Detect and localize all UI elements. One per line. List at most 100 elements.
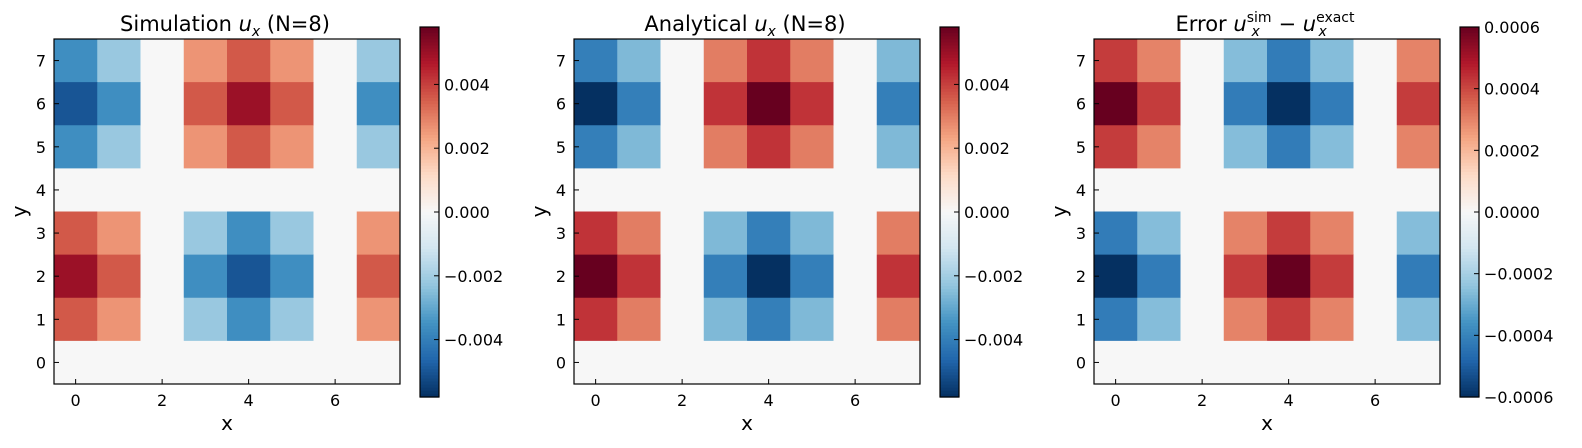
heatmap-cell [1353,340,1398,385]
heatmap-cell [660,39,705,83]
colorbar-step [940,310,959,315]
colorbar-step [1460,33,1479,37]
colorbar-step [940,242,959,247]
colorbar-step [420,316,439,321]
heatmap-cell [227,340,271,385]
heatmap-cell [833,168,878,212]
y-tick-label: 0 [556,353,566,372]
colorbar-step [940,70,959,74]
colorbar-step [420,30,439,34]
colorbar-step [940,372,959,377]
heatmap-cell [1223,82,1268,126]
colorbar-step [420,64,439,68]
colorbar-step [940,196,959,201]
colorbar-step [1460,313,1479,318]
heatmap-cell [574,211,618,256]
colorbar-step [1460,45,1479,50]
colorbar-step [420,233,439,238]
colorbar-step [1460,233,1479,238]
y-tick-label: 7 [1076,52,1086,71]
plot-frame [573,38,921,385]
heatmap-cell [574,125,618,169]
panel-title: Simulation ux (N=8) [120,12,330,40]
heatmap-cell [227,82,271,126]
y-tick-label: 3 [556,224,566,243]
heatmap-cell [790,168,834,212]
colorbar-step [420,353,439,358]
x-tick-label: 4 [244,391,254,410]
colorbar-step [1460,205,1479,210]
colorbar-step [420,344,439,349]
heatmap-cell [1310,82,1354,126]
colorbar-step [1460,208,1479,213]
panel-title: Analytical ux (N=8) [644,12,845,40]
heatmap-cell [833,39,878,83]
heatmap-cell [1223,211,1268,256]
heatmap-cell [1137,82,1181,126]
heatmap-cell [1180,254,1225,299]
heatmap-cell [703,82,748,126]
colorbar-step [940,51,959,56]
colorbar-step [1460,301,1479,306]
heatmap-cell [1223,297,1268,342]
colorbar-step [420,289,439,293]
colorbar-step [1460,144,1479,148]
colorbar-step [420,384,439,389]
colorbar-step [420,276,439,281]
colorbar-step [940,313,959,318]
colorbar-step [420,329,439,333]
title-subscript: x [1251,24,1261,40]
colorbar-step [420,199,439,204]
colorbar-step [1460,82,1479,87]
colorbar-step [420,205,439,210]
colorbar-step [940,60,959,65]
y-tick-label: 0 [1076,353,1086,372]
heatmap-cell [1223,254,1268,299]
heatmap-cell [703,125,748,169]
heatmap-cell [1223,340,1268,385]
heatmap-cell [270,254,314,299]
colorbar-step [420,350,439,355]
heatmap-cell [227,39,271,83]
colorbar-step [420,319,439,324]
title-minus: − [1272,12,1303,36]
colorbar-step [940,147,959,151]
colorbar-step [940,356,959,361]
heatmap-cell [183,125,228,169]
title-symbol: u [239,12,252,36]
colorbar-step [940,39,959,44]
colorbar-step [420,128,439,133]
heatmap-cell [574,254,618,299]
heatmap-cell [703,168,748,212]
y-tick-label: 7 [556,52,566,71]
colorbar-step [420,335,439,340]
colorbar-step [1460,242,1479,247]
colorbar-step [1460,156,1479,161]
heatmap-cell [183,39,228,83]
colorbar-step [940,319,959,324]
heatmap-cell [574,168,618,212]
heatmap-cell [356,168,401,212]
colorbar-step [940,218,959,222]
plot-frame [1093,38,1441,385]
heatmap-cell [356,254,401,299]
colorbar-step [420,131,439,136]
colorbar-step [940,73,959,77]
heatmap-cell [617,340,661,385]
heatmap-cell [1353,168,1398,212]
colorbar-step [1460,338,1479,343]
colorbar-step [940,323,959,327]
heatmap-cell [660,82,705,126]
colorbar-step [940,168,959,173]
colorbar-step [940,264,959,269]
colorbar-step [420,363,439,367]
colorbar-step [420,60,439,65]
heatmap-cell [833,82,878,126]
colorbar-step [420,313,439,318]
colorbar-step [1460,88,1479,93]
colorbar-step [420,57,439,62]
heatmap-cell [747,211,791,256]
colorbar-step [420,178,439,182]
colorbar-step [1460,332,1479,336]
heatmap-cell [876,82,921,126]
